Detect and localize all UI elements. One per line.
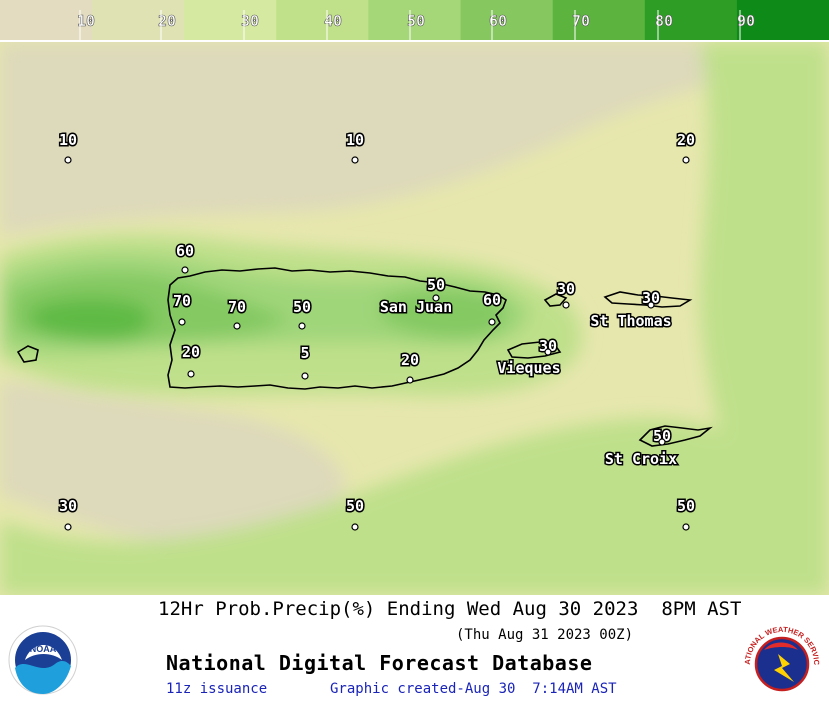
forecast-title: 12Hr Prob.Precip(%) Ending Wed Aug 30 20… [158,598,742,620]
st-thomas-coast [603,291,693,308]
coastlines [16,267,713,447]
forecast-point-marker [647,301,655,309]
higher-prob-region-east [380,288,507,339]
legend-label: 30 [241,12,259,30]
legend-swatch [644,0,738,40]
legend-label: 70 [572,12,590,30]
forecast-point-value: 60 [176,242,194,260]
forecast-point-marker [181,266,189,274]
place-label: San Juan [380,298,452,316]
forecast-point-value: 10 [59,131,77,149]
issuance-time: 11z issuance [166,681,268,697]
database-name: National Digital Forecast Database [166,651,593,675]
forecast-point-value: 50 [653,427,671,445]
forecast-points: 10 10 20 60 70 70 50 50 60 30 30 20 5 20 30 50 30 50 50 [57,130,697,531]
forecast-point-marker [562,301,570,309]
forecast-point-value: 30 [59,497,77,515]
forecast-point-value: 5 [300,344,309,362]
forecast-point-marker [187,370,195,378]
legend-swatch [92,0,186,40]
forecast-point-value: 70 [173,292,191,310]
noaa-logo-text: NOAA [30,644,57,654]
legend-swatch [184,0,278,40]
forecast-point-value: 70 [228,298,246,316]
forecast-point-marker [64,523,72,531]
forecast-point-marker [658,438,666,446]
forecast-point-value: 60 [483,291,501,309]
forecast-point-marker [301,372,309,380]
forecast-valid-utc: (Thu Aug 31 2023 00Z) [456,627,634,643]
forecast-point-marker [488,318,496,326]
forecast-point-marker [64,156,72,164]
legend-swatch [736,0,829,40]
legend-swatch [276,0,370,40]
mid-prob-region-east [700,42,829,595]
forecast-point-marker [406,376,414,384]
mid-prob-region-south [0,418,829,595]
legend-label: 10 [77,12,95,30]
legend-label: 40 [324,12,342,30]
forecast-point-marker [544,348,552,356]
forecast-point-marker [682,523,690,531]
noaa-logo: NOAA [8,625,78,695]
legend-label: 50 [407,12,425,30]
legend-swatch [460,0,554,40]
forecast-point-value: 20 [182,343,200,361]
forecast-point-value: 10 [346,131,364,149]
place-label: St Croix [605,450,677,468]
forecast-point-marker [682,156,690,164]
mona-island-coast [16,345,39,363]
vieques-coast [506,341,562,359]
forecast-point-value: 50 [293,298,311,316]
place-labels: San Juan St Thomas Vieques St Croix [378,297,678,470]
low-prob-region-southwest [0,380,345,545]
forecast-point-value: 20 [677,131,695,149]
legend-separator [0,40,829,42]
forecast-point-value: 30 [539,337,557,355]
forecast-point-value: 50 [677,497,695,515]
forecast-point-value: 50 [346,497,364,515]
max-prob-core [30,298,151,341]
map-area: 10 10 20 60 70 70 50 50 60 30 30 20 5 20 30 50 30 50 50 Sa… [0,42,829,595]
forecast-point-marker [351,523,359,531]
forecast-point-value: 50 [427,276,445,294]
legend-swatch [552,0,646,40]
forecast-point-marker [432,294,440,302]
place-label: St Thomas [590,312,671,330]
legend-bar: 10 20 30 40 50 60 70 80 90 [0,0,829,40]
place-label: Vieques [497,359,560,377]
legend-label: 20 [158,12,176,30]
forecast-point-marker [233,322,241,330]
graphic-created-time: Graphic created-Aug 30 7:14AM AST [330,681,617,697]
legend-label: 90 [737,12,755,30]
forecast-point-value: 30 [557,280,575,298]
culebra-coast [543,293,568,307]
legend-swatch [368,0,462,40]
forecast-point-marker [178,318,186,326]
forecast-point-marker [351,156,359,164]
low-prob-region-north [0,42,829,236]
legend-label: 60 [489,12,507,30]
forecast-point-value: 30 [642,289,660,307]
legend-swatch [0,0,94,40]
puerto-rico-coast [167,267,507,390]
forecast-point-marker [298,322,306,330]
forecast-point-value: 20 [401,351,419,369]
legend-label: 80 [655,12,673,30]
